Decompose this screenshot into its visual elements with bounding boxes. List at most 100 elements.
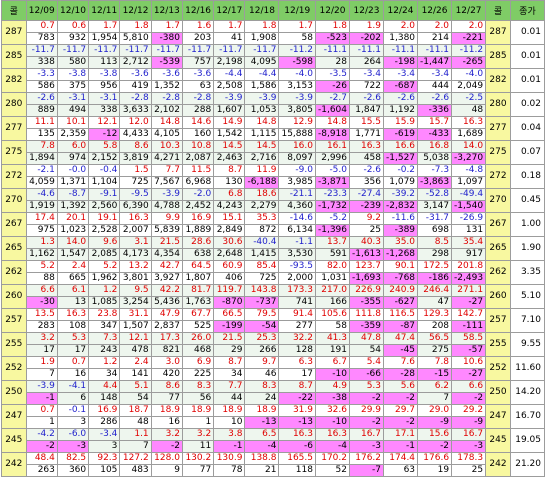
volume-cell: -3	[348, 440, 385, 453]
change-cell: -2.5	[451, 92, 487, 105]
change-cell: 16.6	[383, 140, 419, 153]
volume-cell: 21	[244, 464, 280, 477]
volume-cell: -28	[383, 368, 419, 381]
volume-cell: 214	[417, 32, 453, 45]
change-cell: -11.6	[383, 212, 419, 225]
strike-label-left: 257	[1, 308, 27, 333]
volume-cell: -265	[451, 56, 487, 69]
close-price-cell: 0.01	[509, 44, 545, 69]
change-cell: 16.3	[278, 428, 316, 441]
volume-cell: 2,648	[213, 248, 246, 261]
change-cell: 15.7	[417, 116, 453, 129]
volume-cell: -22	[278, 392, 316, 405]
volume-cell: 1,547	[56, 248, 90, 261]
volume-cell: 54	[119, 392, 152, 405]
strike-label-left: 242	[1, 452, 27, 477]
change-cell: -26.9	[451, 212, 487, 225]
change-cell: 91.4	[278, 308, 316, 321]
change-cell: -9.1	[88, 188, 121, 201]
close-price-cell: 0.01	[509, 68, 545, 93]
change-cell: 6.8	[213, 188, 246, 201]
change-cell: 1.7	[150, 20, 183, 33]
volume-cell: 113	[88, 56, 121, 69]
change-cell: 0.7	[56, 356, 90, 369]
volume-cell: -10	[314, 416, 351, 429]
close-price-cell: 1.00	[509, 212, 545, 237]
close-price-cell: 21.20	[509, 452, 545, 477]
volume-cell: 17	[25, 344, 58, 357]
volume-cell: 243	[88, 344, 121, 357]
volume-cell: 13	[56, 296, 90, 309]
change-cell: 1.7	[213, 20, 246, 33]
volume-cell: 1,162	[25, 248, 58, 261]
volume-cell: -1	[383, 440, 419, 453]
change-cell: -11.1	[417, 44, 453, 57]
volume-cell: 444	[417, 80, 453, 93]
change-cell: 105.6	[314, 308, 351, 321]
volume-cell: -1	[25, 392, 58, 405]
change-cell: -1.1	[278, 236, 316, 249]
volume-cell: 1,771	[348, 128, 385, 141]
change-cell: 8.7	[213, 164, 246, 177]
change-cell: 79.5	[244, 308, 280, 321]
change-cell: -4.0	[451, 68, 487, 81]
change-cell: -3.4	[383, 68, 419, 81]
volume-cell: 7,567	[150, 176, 183, 189]
header-close-price: 종가	[509, 0, 545, 21]
volume-cell: 757	[181, 56, 215, 69]
table-row: 252 1.9 0.7 1.2 2.4 3.0 6.9 8.7 9.7 6.3 6.7 5.4 7.6 7…	[1, 356, 545, 381]
volume-cell: 4,095	[244, 56, 280, 69]
change-cell: 18.6	[244, 188, 280, 201]
volume-cell: 1,507	[119, 320, 152, 333]
change-cell: 12.1	[88, 116, 121, 129]
volume-cell: 2,359	[56, 128, 90, 141]
volume-cell: 1,542	[213, 128, 246, 141]
change-cell: 16.3	[314, 428, 351, 441]
change-cell: 41.3	[314, 332, 351, 345]
change-cell: 28.6	[181, 236, 215, 249]
change-cell: -2.6	[417, 92, 453, 105]
volume-cell: -199	[213, 320, 246, 333]
volume-cell: 932	[56, 32, 90, 45]
change-cell: 7.7	[213, 380, 246, 393]
change-cell: 15.9	[383, 116, 419, 129]
change-cell: 26.0	[181, 332, 215, 345]
change-cell: 15.5	[348, 116, 385, 129]
volume-cell: 6,968	[181, 176, 215, 189]
change-cell: 226.9	[348, 284, 385, 297]
change-cell: 11.1	[25, 116, 58, 129]
volume-cell: 48	[451, 104, 487, 117]
change-cell: 14.6	[181, 116, 215, 129]
volume-cell: -380	[150, 32, 183, 45]
volume-cell: 1,053	[244, 104, 280, 117]
change-cell: 16.3	[348, 140, 385, 153]
header-date: 12/10	[56, 0, 90, 21]
change-cell: 47.4	[383, 332, 419, 345]
change-cell: 6.6	[25, 284, 58, 297]
volume-cell: 3,153	[278, 80, 316, 93]
change-cell: -4.8	[451, 164, 487, 177]
volume-cell: 638	[181, 248, 215, 261]
table-row: 267 17.4 20.1 19.1 16.3 9.9 16.9 15.1 35.3 -14.6-…	[1, 212, 545, 237]
change-cell: 1.5	[119, 164, 152, 177]
change-cell: 246.4	[417, 284, 453, 297]
volume-cell: -8,918	[314, 128, 351, 141]
change-cell: 6.7	[314, 356, 351, 369]
change-cell: 6.5	[244, 428, 280, 441]
change-cell: 1.7	[88, 20, 121, 33]
change-cell: 6.1	[56, 284, 90, 297]
change-cell: 127.2	[119, 452, 152, 465]
volume-cell: -9	[417, 416, 453, 429]
volume-cell: 3	[56, 416, 90, 429]
volume-cell: -13	[244, 416, 280, 429]
change-cell: -4.1	[56, 380, 90, 393]
change-cell: -2.0	[181, 188, 215, 201]
volume-cell: 3,254	[119, 296, 152, 309]
volume-cell: -239	[348, 200, 385, 213]
close-price-cell: 16.70	[509, 404, 545, 429]
volume-cell: -30	[25, 296, 58, 309]
strike-label-left: 277	[1, 116, 27, 141]
change-cell: 2.0	[383, 20, 419, 33]
change-cell: 172.5	[417, 260, 453, 273]
